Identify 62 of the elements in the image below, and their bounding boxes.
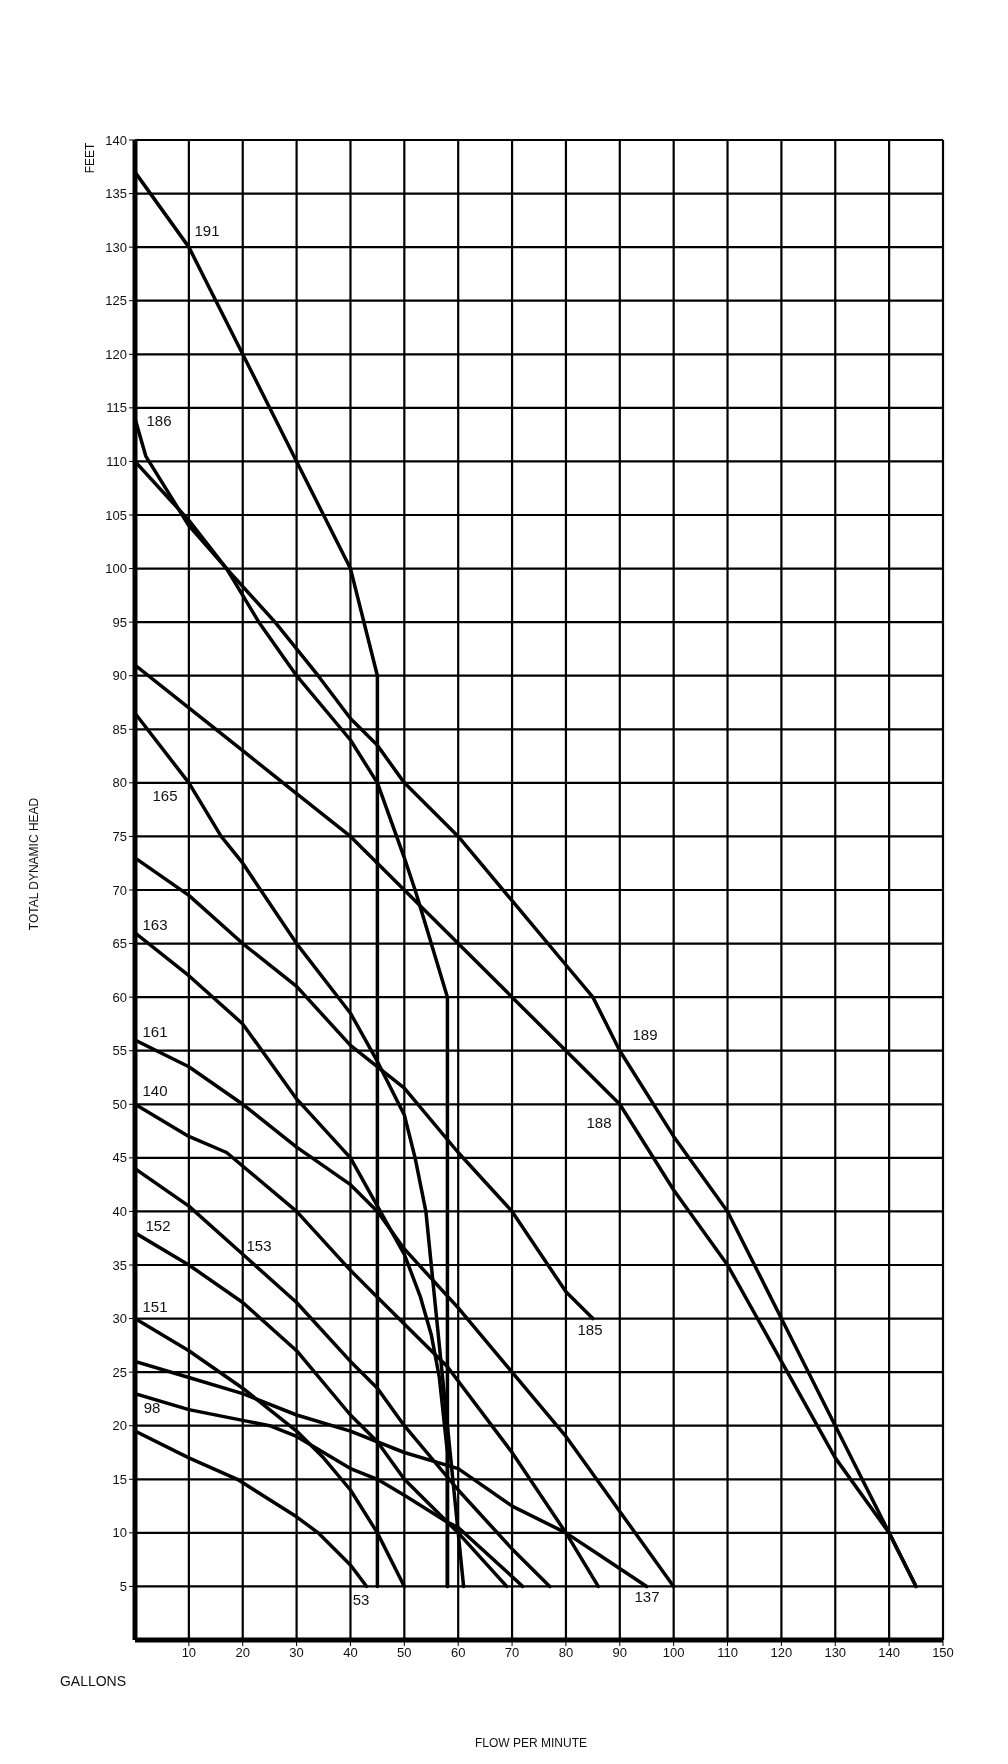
annotation: 165 [152, 786, 178, 804]
y-tick-label: 105 [105, 507, 127, 523]
x-tick-label: 150 [932, 1645, 954, 1661]
y-tick-label: 125 [105, 293, 127, 309]
y-tick-label: 15 [112, 1471, 127, 1487]
x-tick-label: 40 [343, 1645, 358, 1661]
x-tick-label: 100 [662, 1645, 685, 1661]
text: TOTAL DYNAMIC HEAD [27, 797, 41, 931]
y-tick-label: 10 [112, 1525, 127, 1541]
annotation: 186 [146, 411, 172, 429]
y-tick-label: 90 [112, 668, 127, 684]
y-tick-label: 80 [112, 775, 127, 791]
y-tick-label: 115 [106, 400, 127, 416]
x-tick-label: 90 [612, 1645, 628, 1661]
x-tick-label: 80 [558, 1645, 574, 1661]
annotation: 137 [634, 1587, 660, 1605]
x-tick-label: 50 [397, 1645, 412, 1661]
x-tick-label: 30 [289, 1645, 304, 1661]
y-tick-label: 5 [119, 1579, 127, 1595]
y-tick-label: 85 [112, 721, 127, 737]
y-tick-label: 30 [112, 1311, 127, 1327]
annotation: 161 [142, 1022, 168, 1040]
text: FLOW PER MINUTE [474, 1736, 588, 1750]
x-tick-label: 110 [717, 1645, 738, 1661]
y-tick-label: 20 [112, 1418, 127, 1434]
annotation: 140 [142, 1081, 168, 1099]
y-tick-label: 140 [105, 132, 127, 148]
x-tick-label: 10 [181, 1645, 197, 1661]
y-tick-label: 75 [112, 829, 127, 845]
y-tick-label: 135 [105, 186, 127, 202]
y-tick-label: 45 [112, 1150, 127, 1166]
y-tick-label: 65 [112, 936, 127, 952]
y-tick-label: 70 [112, 882, 127, 898]
annotation: 53 [352, 1590, 370, 1608]
y-tick-label: 25 [112, 1364, 127, 1380]
annotation: 191 [194, 221, 220, 239]
y-tick-label: 40 [112, 1204, 127, 1220]
annotation: 189 [632, 1025, 658, 1043]
annotation: 151 [142, 1297, 168, 1315]
y-tick-label: 60 [112, 989, 127, 1005]
y-tick-label: 100 [105, 561, 127, 577]
x-tick-label: 130 [824, 1645, 847, 1661]
x-tick-label: 140 [878, 1645, 900, 1661]
y-tick-label: 50 [112, 1096, 127, 1112]
y-tick-label: 35 [112, 1257, 127, 1273]
annotation: 185 [577, 1320, 603, 1338]
x-tick-label: 20 [235, 1645, 250, 1661]
annotation: 163 [142, 915, 168, 933]
text: FEET [83, 142, 97, 174]
annotation: 98 [143, 1398, 161, 1416]
y-tick-label: 55 [112, 1043, 127, 1059]
annotation: 152 [145, 1216, 171, 1234]
x-tick-label: 60 [450, 1645, 466, 1661]
y-tick-label: 95 [112, 614, 127, 630]
text: GALLONS [59, 1673, 127, 1689]
annotation: 153 [246, 1236, 272, 1254]
x-tick-label: 70 [504, 1645, 520, 1661]
y-tick-label: 120 [105, 346, 127, 362]
x-tick-label: 120 [770, 1645, 793, 1661]
y-tick-label: 110 [106, 454, 127, 470]
y-tick-label: 130 [105, 239, 127, 255]
annotation: 188 [586, 1113, 612, 1131]
